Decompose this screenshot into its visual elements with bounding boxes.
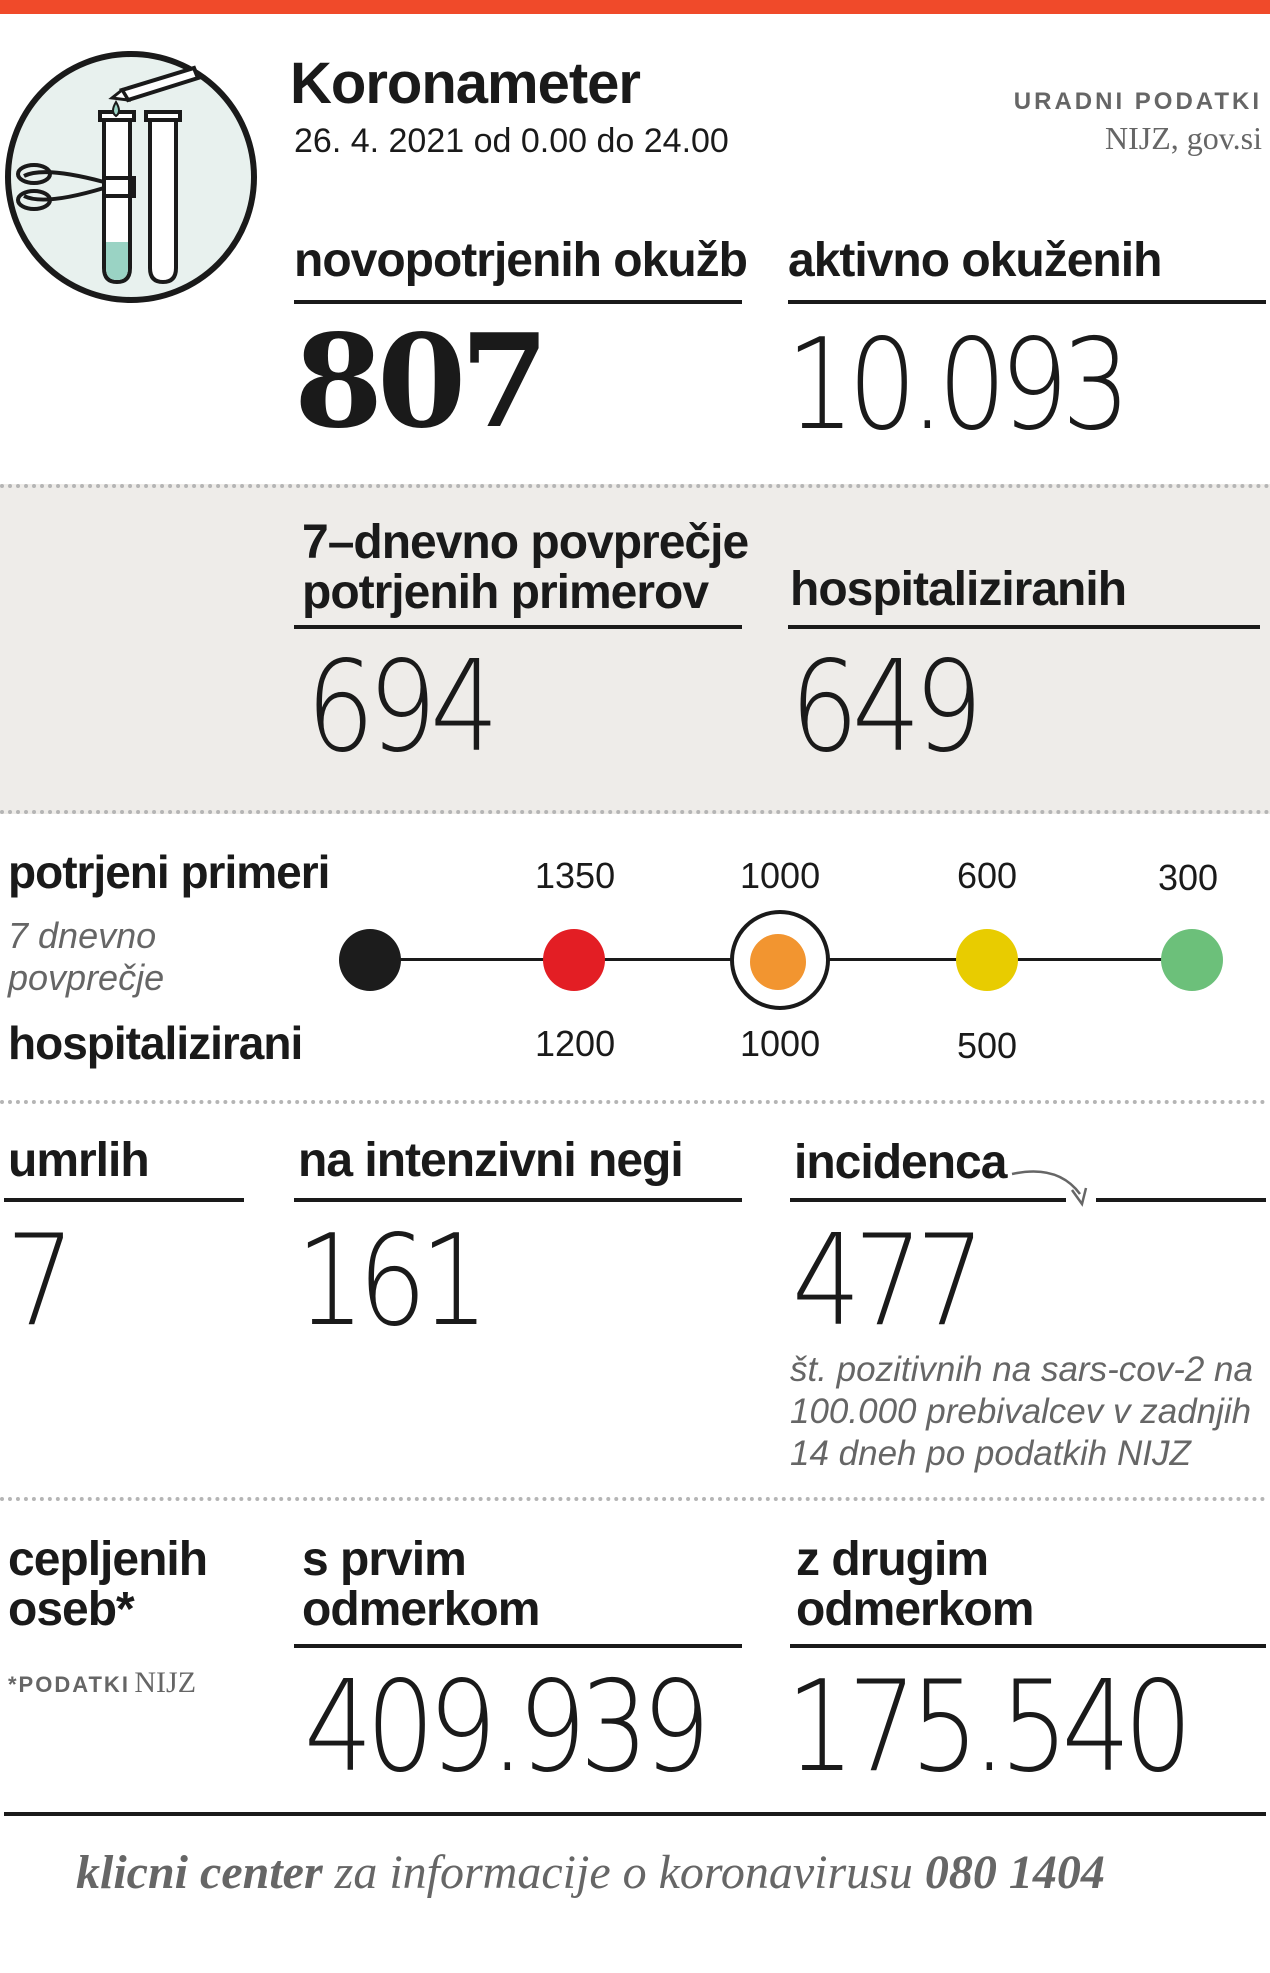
top-accent-bar <box>0 0 1270 14</box>
scale-bottom-value: 1000 <box>740 1023 821 1064</box>
scale-dot-orange <box>750 934 806 990</box>
divider <box>1096 1198 1266 1202</box>
section-divider <box>0 1100 1266 1104</box>
scale-sublabel-line2: povprečje <box>8 957 165 998</box>
divider <box>294 300 742 304</box>
avg7-value: 694 <box>306 633 499 780</box>
scale-top-value: 600 <box>957 855 1018 896</box>
scale-label-top: potrjeni primeri <box>8 846 330 898</box>
active-value: 10.093 <box>786 311 1131 458</box>
incidence-note-line: 14 dneh po podatkih NIJZ <box>790 1434 1191 1473</box>
incidence-label: incidenca <box>794 1136 1007 1189</box>
date-range: 26. 4. 2021 od 0.00 do 24.00 <box>294 122 729 160</box>
incidence-note-line: št. pozitivnih na sars-cov-2 na <box>790 1350 1253 1389</box>
new-infections-label: novopotrjenih okužb <box>294 234 748 287</box>
scale-sublabel-line1: 7 dnevno <box>8 915 157 956</box>
section-divider <box>0 1497 1266 1501</box>
highlight-band <box>0 484 1270 814</box>
test-tube-icon <box>4 50 258 304</box>
scale-bottom-value: 1200 <box>535 1023 616 1064</box>
second-dose-label-line2: odmerkom <box>796 1583 1034 1636</box>
footnote-source: NIJZ <box>134 1666 197 1699</box>
incidence-note: št. pozitivnih na sars-cov-2 na 100.000 … <box>790 1349 1253 1475</box>
scale-dot-black <box>339 929 401 991</box>
scale-bottom-value: 500 <box>957 1025 1018 1066</box>
divider <box>788 300 1266 304</box>
incidence-value: 477 <box>792 1207 985 1354</box>
scale-top-value: 1350 <box>535 855 616 896</box>
scale-top-value: 1000 <box>740 855 821 896</box>
divider <box>788 625 1260 629</box>
incidence-arrow-icon <box>1010 1160 1090 1220</box>
deaths-label: umrlih <box>8 1134 150 1187</box>
avg7-label-line2: potrjenih primerov <box>302 566 709 619</box>
icu-label: na intenzivni negi <box>298 1134 684 1187</box>
avg7-label: 7–dnevno povprečje potrjenih primerov <box>302 516 749 619</box>
first-dose-label-line2: odmerkom <box>302 1583 540 1636</box>
first-dose-label-line1: s prvim <box>302 1533 467 1586</box>
first-dose-label: s prvim odmerkom <box>302 1533 540 1636</box>
footer-hotline-number: 080 1404 <box>924 1846 1105 1899</box>
second-dose-label: z drugim odmerkom <box>796 1533 1034 1636</box>
avg7-label-line1: 7–dnevno povprečje <box>302 516 749 569</box>
new-infections-value: 807 <box>294 307 549 457</box>
divider <box>4 1198 244 1202</box>
hospitalized-label: hospitaliziranih <box>790 563 1127 616</box>
footer-hotline-name: klicni center <box>76 1846 323 1899</box>
first-dose-value: 409.939 <box>304 1653 711 1800</box>
scale-top-value: 300 <box>1158 857 1219 898</box>
footer-hotline: klicni center za informacije o koronavir… <box>76 1845 1105 1900</box>
vaccinated-label: cepljenih oseb* <box>8 1533 208 1636</box>
second-dose-label-line1: z drugim <box>796 1533 989 1586</box>
footer-divider <box>4 1812 1266 1816</box>
hospitalized-value: 649 <box>790 633 983 780</box>
divider <box>294 1198 742 1202</box>
scale-dot-green <box>1161 929 1223 991</box>
scale-dot-red <box>543 929 605 991</box>
vaccinated-label-line2: oseb* <box>8 1583 135 1636</box>
source-label: URADNI PODATKI <box>1013 88 1262 115</box>
footer-hotline-desc: za informacije o koronavirusu <box>334 1846 913 1899</box>
divider <box>294 1644 742 1648</box>
footnote-label: *PODATKI <box>8 1672 130 1697</box>
second-dose-value: 175.540 <box>786 1653 1193 1800</box>
scale-label-bottom: hospitalizirani <box>8 1017 303 1069</box>
active-label: aktivno okuženih <box>788 234 1162 287</box>
incidence-note-line: 100.000 prebivalcev v zadnjih <box>790 1392 1252 1431</box>
scale-dot-yellow <box>956 929 1018 991</box>
icu-value: 161 <box>296 1207 489 1354</box>
source-name: NIJZ, gov.si <box>1104 120 1262 156</box>
vaccination-footnote: *PODATKI NIJZ <box>8 1666 196 1700</box>
divider <box>790 1198 1066 1202</box>
vaccinated-label-line1: cepljenih <box>8 1533 208 1586</box>
divider <box>294 625 742 629</box>
divider <box>790 1644 1266 1648</box>
deaths-value: 7 <box>6 1207 75 1354</box>
scale-sublabel: 7 dnevno povprečje <box>8 915 164 999</box>
page-title: Koronameter <box>290 51 641 116</box>
